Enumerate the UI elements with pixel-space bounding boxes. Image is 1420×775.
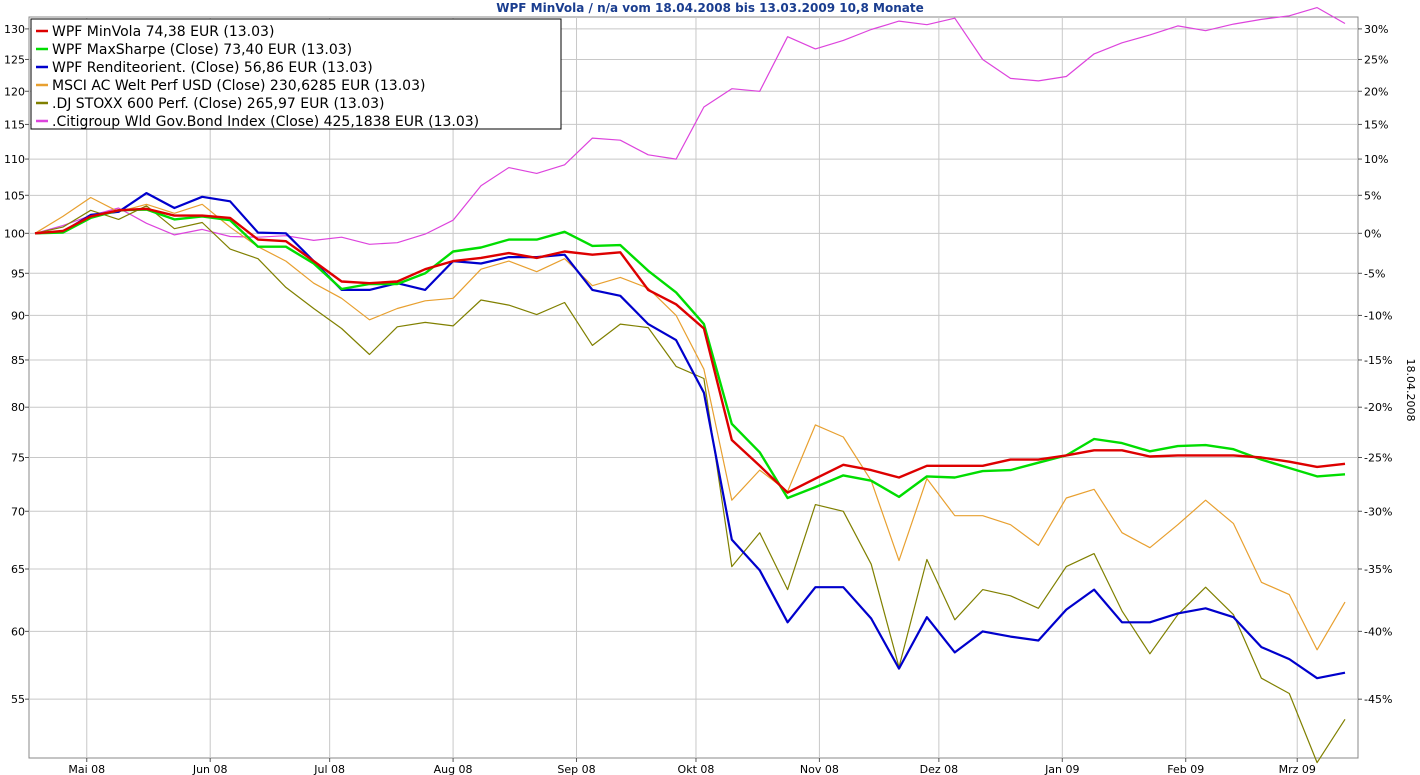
x-tick-label: Nov 08 [800, 763, 839, 775]
y-right-tick-label: -25% [1364, 451, 1392, 464]
y-right-tick-label: 15% [1364, 118, 1388, 131]
x-tick-label: Jun 08 [192, 763, 228, 775]
y-tick-label: 80 [11, 401, 25, 414]
series-line [34, 208, 1346, 500]
y-tick-label: 125 [4, 53, 25, 66]
y-right-tick-label: -35% [1364, 563, 1392, 576]
x-tick-label: Feb 09 [1167, 763, 1204, 775]
x-tick-label: Mrz 09 [1279, 763, 1316, 775]
y-right-tick-label: 20% [1364, 85, 1388, 98]
x-tick-label: Jul 08 [313, 763, 345, 775]
legend: WPF MinVola 74,38 EUR (13.03) WPF MaxShar… [30, 18, 562, 130]
legend-label: .Citigroup Wld Gov.Bond Index (Close) 42… [52, 114, 479, 130]
y-tick-label: 60 [11, 625, 25, 638]
y-tick-label: 115 [4, 118, 25, 131]
series-line [34, 192, 1346, 680]
x-tick-label: Mai 08 [68, 763, 105, 775]
y-right-tick-label: 30% [1364, 23, 1388, 36]
y-tick-label: 65 [11, 563, 25, 576]
y-tick-label: 90 [11, 309, 25, 322]
series-line [34, 207, 1346, 494]
legend-label: WPF MinVola 74,38 EUR (13.03) [52, 24, 274, 40]
y-tick-label: 120 [4, 85, 25, 98]
y-right-tick-label: -30% [1364, 505, 1392, 518]
y-tick-label: 85 [11, 354, 25, 367]
y-tick-label: 75 [11, 451, 25, 464]
y-tick-label: 55 [11, 693, 25, 706]
left-axis: 55 60 65 70 75 80 85 90 95 100 105 110 115 120 125 130 [4, 23, 29, 706]
y-right-tick-label: -15% [1364, 354, 1392, 367]
legend-label: WPF Renditeorient. (Close) 56,86 EUR (13… [52, 60, 373, 76]
y-tick-label: 70 [11, 505, 25, 518]
y-right-tick-label: -45% [1364, 693, 1392, 706]
right-axis: -45% -40% -35% -30% -25% -20% -15% -10% -5% 0% 5% 1… [1358, 23, 1392, 706]
x-tick-label: Dez 08 [920, 763, 959, 775]
y-right-tick-label: 0% [1364, 227, 1381, 240]
y-right-tick-label: -10% [1364, 309, 1392, 322]
x-tick-label: Okt 08 [678, 763, 715, 775]
y-right-tick-label: -20% [1364, 401, 1392, 414]
legend-label: WPF MaxSharpe (Close) 73,40 EUR (13.03) [52, 42, 352, 58]
y-tick-label: 110 [4, 153, 25, 166]
chart-title: WPF MinVola / n/a vom 18.04.2008 bis 13.… [496, 1, 923, 15]
y-tick-label: 95 [11, 267, 25, 280]
x-tick-label: Sep 08 [557, 763, 595, 775]
plot-area [28, 16, 1359, 759]
y-tick-label: 100 [4, 227, 25, 240]
y-tick-label: 105 [4, 189, 25, 202]
x-tick-label: Jan 09 [1044, 763, 1079, 775]
legend-label: .DJ STOXX 600 Perf. (Close) 265,97 EUR (… [52, 96, 385, 112]
y-tick-label: 130 [4, 23, 25, 36]
right-axis-label: 18.04.2008 [1404, 359, 1417, 422]
y-right-tick-label: -5% [1364, 267, 1385, 280]
y-right-tick-label: 10% [1364, 153, 1388, 166]
y-right-tick-label: -40% [1364, 625, 1392, 638]
y-right-tick-label: 25% [1364, 53, 1388, 66]
legend-box [30, 18, 562, 130]
legend-label: MSCI AC Welt Perf USD (Close) 230,6285 E… [52, 78, 425, 94]
series-lines [34, 6, 1346, 764]
series-line [34, 205, 1346, 764]
x-tick-label: Aug 08 [434, 763, 473, 775]
x-axis: Mai 08 Jun 08 Jul 08 Aug 08 Sep 08 Okt 08 Nov … [68, 758, 1316, 775]
y-right-tick-label: 5% [1364, 189, 1381, 202]
